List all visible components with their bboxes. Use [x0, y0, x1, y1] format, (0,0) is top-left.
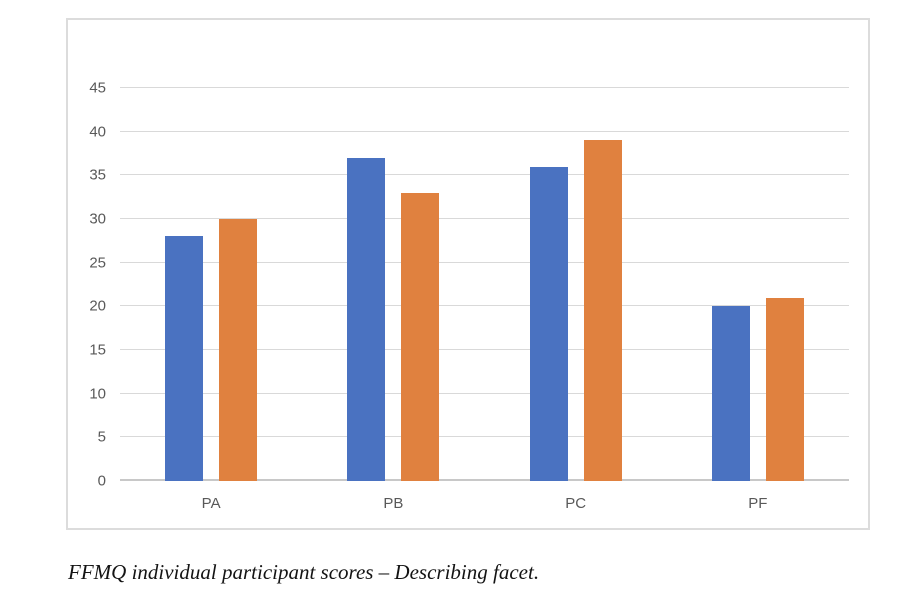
- x-tick-label-pc: PC: [565, 495, 587, 512]
- bar-pb-series2: [401, 192, 440, 481]
- x-tick-label-pb: PB: [383, 495, 404, 512]
- y-tick-label: 40: [89, 123, 106, 141]
- x-tick-label-pf: PF: [748, 495, 768, 512]
- bar-groups: [120, 88, 849, 481]
- y-tick-label: 15: [89, 341, 106, 359]
- x-axis-labels: PA PB PC PF: [120, 495, 849, 512]
- gridline: [120, 261, 849, 263]
- y-tick-label: 30: [89, 210, 106, 228]
- gridline: [120, 218, 849, 220]
- y-tick-label: 35: [89, 166, 106, 184]
- y-tick-label: 45: [89, 79, 106, 97]
- bar-pb-series1: [347, 157, 386, 481]
- bar-pc-series2: [583, 140, 622, 481]
- x-tick-label-pa: PA: [201, 495, 221, 512]
- bar-pa-series1: [165, 236, 204, 481]
- y-tick-label: 10: [89, 385, 106, 403]
- chart-panel: 0 5 10 15 20 25 30 35 40 45 PA PB PC PF: [66, 18, 870, 530]
- y-tick-label: 5: [97, 428, 106, 446]
- bar-group-pa: [120, 88, 302, 481]
- bar-group-pb: [302, 88, 484, 481]
- bar-pf-series2: [765, 297, 804, 481]
- bar-group-pf: [667, 88, 849, 481]
- y-tick-label: 20: [89, 297, 106, 315]
- bar-pc-series1: [529, 166, 568, 481]
- gridline: [120, 130, 849, 132]
- bar-pa-series2: [219, 219, 258, 481]
- y-tick-label: 0: [97, 472, 106, 490]
- gridline: [120, 349, 849, 351]
- gridline: [120, 305, 849, 307]
- y-tick-label: 25: [89, 254, 106, 272]
- gridline: [120, 87, 849, 88]
- gridline: [120, 436, 849, 438]
- plot-area: 0 5 10 15 20 25 30 35 40 45 PA PB PC PF: [89, 81, 849, 512]
- gridline: [120, 174, 849, 176]
- figure-caption: FFMQ individual participant scores – Des…: [68, 560, 540, 584]
- gridline: [120, 392, 849, 394]
- bar-pf-series1: [711, 306, 750, 481]
- bar-group-pc: [485, 88, 667, 481]
- x-axis-line: [120, 479, 849, 481]
